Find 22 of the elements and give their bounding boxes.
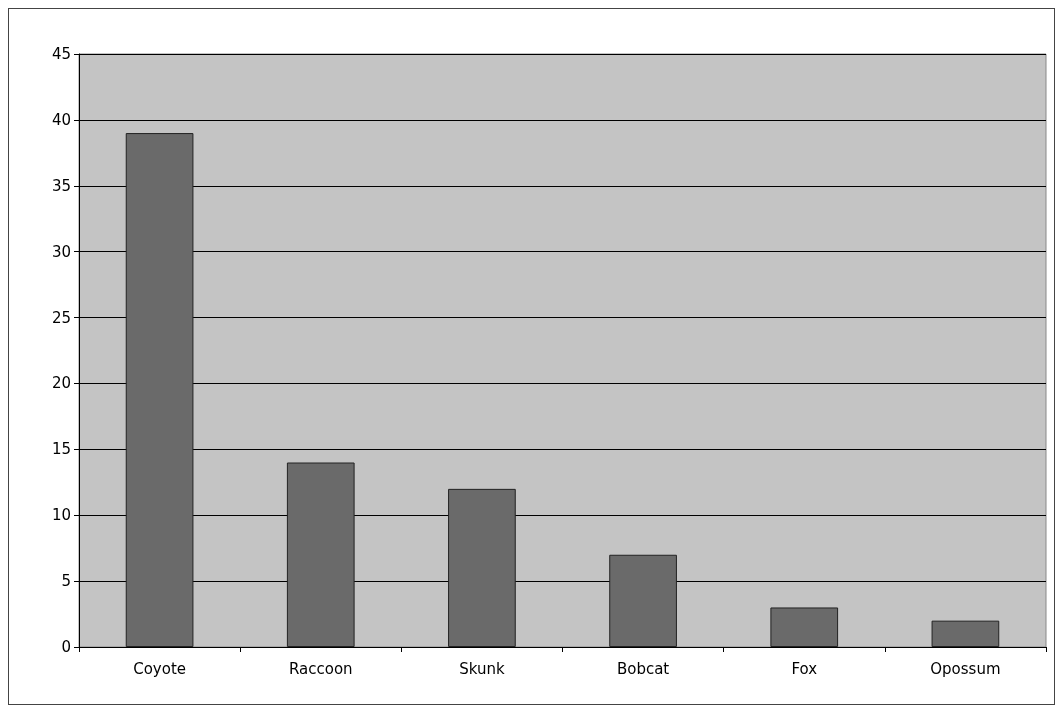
y-tick-label: 15 <box>51 440 71 459</box>
y-tick-label: 45 <box>51 45 71 63</box>
bar <box>448 488 516 647</box>
bar <box>609 554 677 647</box>
x-tick-label: Bobcat <box>616 659 670 678</box>
bar <box>931 620 1000 647</box>
y-tick-label: 0 <box>61 638 71 656</box>
bar <box>125 133 194 647</box>
x-tick-label: Raccoon <box>288 659 353 678</box>
y-tick-label: 30 <box>51 242 71 261</box>
bar <box>770 607 839 647</box>
y-tick-label: 5 <box>61 572 71 591</box>
x-tick-label: Skunk <box>459 659 505 678</box>
x-tick-label: Fox <box>791 659 818 678</box>
y-tick-label: 35 <box>51 176 71 195</box>
y-tick-label: 20 <box>51 374 71 393</box>
x-tick-label: Coyote <box>133 659 186 678</box>
bar <box>286 462 355 647</box>
x-tick-label: Opossum <box>930 659 1001 678</box>
y-tick-label: 40 <box>51 110 71 129</box>
y-tick-label: 25 <box>51 308 71 327</box>
y-tick-label: 10 <box>51 506 71 525</box>
